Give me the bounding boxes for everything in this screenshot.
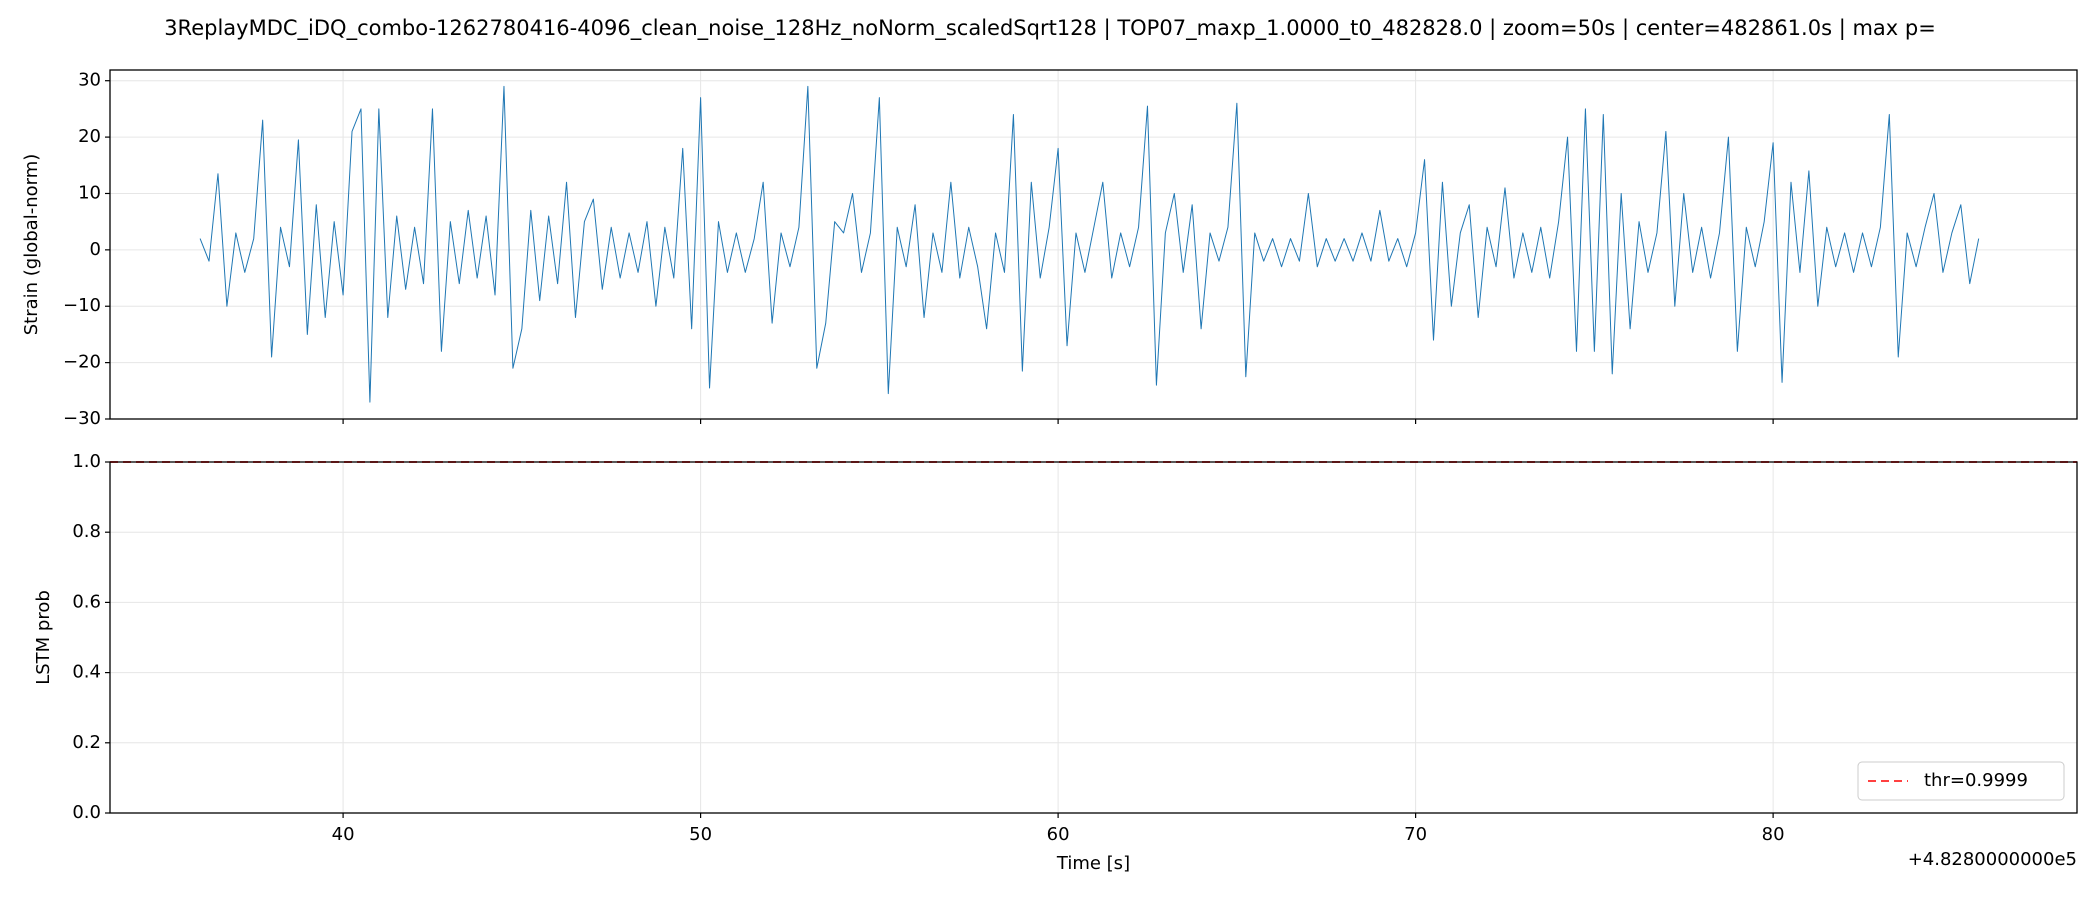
x-tick-label: 40	[332, 824, 355, 845]
y-tick-label: 0	[90, 239, 101, 260]
y-tick-label: 30	[78, 70, 101, 91]
y-tick-label: 0.2	[72, 732, 101, 753]
y-tick-label: −20	[63, 352, 101, 373]
x-tick-label: 80	[1762, 824, 1785, 845]
x-tick-label: 50	[689, 824, 712, 845]
y-tick-label: −30	[63, 408, 101, 429]
y-tick-label: 1.0	[72, 451, 101, 472]
y-tick-label: 0.6	[72, 591, 101, 612]
legend-label: thr=0.9999	[1924, 770, 2028, 791]
y-tick-label: 20	[78, 126, 101, 147]
x-tick-label: 70	[1404, 824, 1427, 845]
y-tick-label: −10	[63, 295, 101, 316]
x-tick-label: 60	[1047, 824, 1070, 845]
y-tick-label: 10	[78, 182, 101, 203]
legend-box	[1857, 761, 2065, 801]
y-axis-label: Strain (global-norm)	[21, 154, 42, 336]
y-tick-label: 0.4	[72, 662, 101, 683]
axes-frame	[109, 461, 2078, 814]
y-tick-label: 0.8	[72, 521, 101, 542]
y-tick-label: 0.0	[72, 802, 101, 823]
x-offset-label: +4.8280000000e5	[1908, 849, 2077, 870]
axes-frame	[109, 69, 2078, 420]
y-axis-label: LSTM prob	[33, 590, 54, 685]
x-axis-label: Time [s]	[1056, 853, 1130, 874]
signal-line	[199, 85, 1980, 403]
chart-title: 3ReplayMDC_iDQ_combo-1262780416-4096_cle…	[164, 16, 1936, 41]
